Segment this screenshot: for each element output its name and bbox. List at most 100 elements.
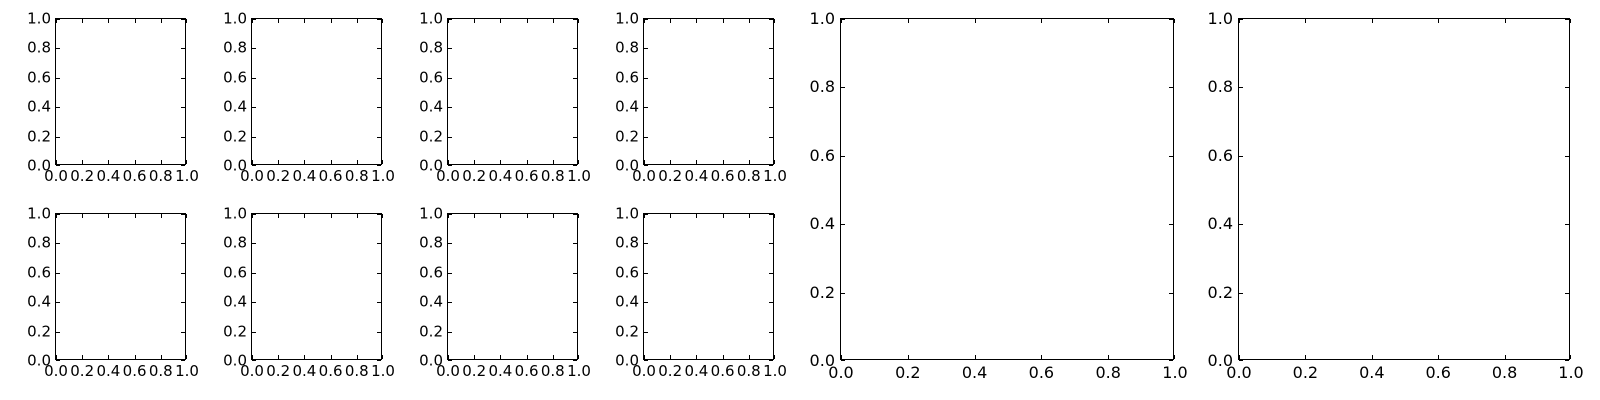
ytick-right bbox=[1169, 19, 1173, 20]
ytick-left bbox=[644, 272, 648, 274]
ytick-label: 0.4 bbox=[27, 292, 51, 311]
ytick-left bbox=[56, 214, 60, 215]
xtick-label: 0.6 bbox=[1425, 363, 1451, 382]
axes-panel-1: 0.0 0.2 0.4 0.6 0.8 1.0 0.0 0.2 0.4 0.6 0.8 1.0 bbox=[27, 11, 199, 184]
ytick-right bbox=[181, 302, 185, 304]
ytick-left bbox=[644, 302, 648, 304]
xtick-bottom bbox=[670, 160, 672, 164]
xtick-bottom bbox=[578, 355, 579, 359]
xtick-label: 0.8 bbox=[344, 362, 369, 380]
xtick-label: 0.6 bbox=[710, 167, 735, 185]
xtick-label: 0.6 bbox=[710, 362, 735, 380]
xtick-bottom bbox=[1041, 355, 1043, 359]
xtick-bottom bbox=[1174, 355, 1175, 359]
xtick-top bbox=[82, 214, 84, 218]
xtick-label: 1.0 bbox=[175, 167, 199, 185]
ytick-right bbox=[1565, 87, 1569, 89]
xtick-label: 1.0 bbox=[371, 362, 395, 380]
ytick-right bbox=[377, 77, 381, 79]
xtick-top bbox=[670, 214, 672, 218]
xtick-label: 0.6 bbox=[122, 362, 147, 380]
ytick-right bbox=[377, 214, 381, 215]
ytick-left bbox=[841, 360, 845, 361]
xtick-label: 1.0 bbox=[1162, 363, 1188, 382]
ytick-label: 0.0 bbox=[419, 351, 443, 370]
xtick-bottom bbox=[774, 160, 775, 164]
ytick-left bbox=[56, 165, 60, 166]
ytick-right bbox=[377, 302, 381, 304]
xtick-bottom bbox=[1504, 355, 1506, 359]
xtick-bottom bbox=[278, 160, 280, 164]
ytick-label: 0.0 bbox=[419, 156, 443, 175]
xtick-bottom bbox=[252, 355, 253, 359]
xtick-label: 0.0 bbox=[44, 362, 68, 380]
xtick-bottom bbox=[56, 160, 57, 164]
xtick-top bbox=[1108, 19, 1110, 23]
xtick-label: 0.0 bbox=[632, 362, 656, 380]
xtick-top bbox=[722, 214, 724, 218]
axes-panel-8: 0.0 0.2 0.4 0.6 0.8 1.0 0.0 0.2 0.4 0.6 0.8 1.0 bbox=[223, 206, 395, 379]
ytick-left bbox=[252, 360, 256, 361]
xtick-label: 0.6 bbox=[514, 362, 539, 380]
ytick-label: 0.2 bbox=[223, 127, 247, 146]
ytick-left bbox=[448, 77, 452, 79]
xtick-label: 0.6 bbox=[1028, 363, 1055, 382]
ytick-right bbox=[1169, 360, 1173, 361]
ytick-right bbox=[1565, 224, 1569, 226]
xtick-top bbox=[186, 214, 187, 218]
ytick-label: 0.4 bbox=[27, 97, 51, 116]
xtick-bottom bbox=[160, 355, 162, 359]
xtick-top bbox=[382, 214, 383, 218]
xtick-top bbox=[474, 214, 476, 218]
xtick-bottom bbox=[382, 160, 383, 164]
xtick-label: 0.4 bbox=[684, 167, 709, 185]
ytick-left bbox=[448, 360, 452, 361]
ytick-label: 0.2 bbox=[419, 127, 443, 146]
ytick-label: 0.4 bbox=[615, 292, 639, 311]
ytick-right bbox=[769, 77, 773, 79]
xtick-top bbox=[774, 214, 775, 218]
xtick-label: 0.4 bbox=[961, 363, 988, 382]
ytick-left bbox=[56, 360, 60, 361]
xtick-label: 0.4 bbox=[292, 167, 317, 185]
ytick-right bbox=[769, 136, 773, 138]
xtick-bottom bbox=[448, 355, 449, 359]
xtick-label: 0.4 bbox=[1359, 363, 1385, 382]
ytick-right bbox=[181, 272, 185, 274]
xtick-label: 0.2 bbox=[462, 362, 487, 380]
xtick-label: 0.6 bbox=[122, 167, 147, 185]
ytick-right bbox=[181, 214, 185, 215]
xtick-top bbox=[160, 214, 162, 218]
ytick-label: 0.6 bbox=[27, 68, 51, 87]
ytick-label: 0.4 bbox=[419, 292, 443, 311]
ytick-right bbox=[573, 107, 577, 109]
ytick-right bbox=[573, 136, 577, 138]
xtick-top bbox=[278, 19, 280, 23]
ytick-label: 0.6 bbox=[615, 263, 639, 282]
xtick-label: 0.4 bbox=[96, 362, 121, 380]
ytick-label: 0.0 bbox=[223, 351, 247, 370]
ytick-right bbox=[573, 272, 577, 274]
xtick-label: 1.0 bbox=[175, 362, 199, 380]
xtick-bottom bbox=[186, 160, 187, 164]
xtick-top bbox=[252, 214, 253, 218]
ytick-label: 0.6 bbox=[1207, 145, 1233, 165]
ytick-label: 1.0 bbox=[615, 204, 639, 223]
ytick-right bbox=[573, 302, 577, 304]
xtick-label: 0.8 bbox=[344, 167, 369, 185]
xtick-bottom bbox=[748, 355, 750, 359]
xtick-top bbox=[1305, 19, 1307, 23]
xtick-bottom bbox=[974, 355, 976, 359]
ytick-label: 0.0 bbox=[809, 351, 835, 370]
xtick-top bbox=[841, 19, 842, 23]
xtick-label: 0.0 bbox=[632, 167, 656, 185]
ytick-label: 0.4 bbox=[223, 292, 247, 311]
xtick-label: 0.4 bbox=[684, 362, 709, 380]
xtick-bottom bbox=[108, 355, 110, 359]
xtick-bottom bbox=[500, 160, 502, 164]
xtick-bottom bbox=[108, 160, 110, 164]
ytick-left bbox=[252, 165, 256, 166]
xtick-bottom bbox=[748, 160, 750, 164]
xtick-bottom bbox=[1371, 355, 1373, 359]
axes-panel-9: 0.0 0.2 0.4 0.6 0.8 1.0 0.0 0.2 0.4 0.6 0.8 1.0 bbox=[419, 206, 591, 379]
